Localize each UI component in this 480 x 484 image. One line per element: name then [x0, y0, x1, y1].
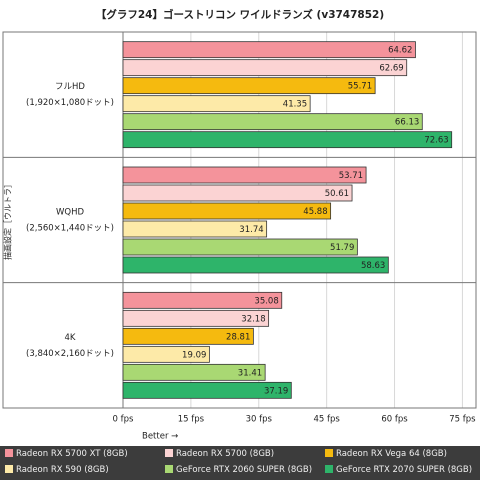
x-tick-label: 75 fps	[449, 415, 476, 425]
bar	[122, 238, 358, 256]
bar	[122, 41, 416, 59]
value-label: 53.71	[339, 171, 363, 181]
value-label: 72.63	[424, 136, 448, 146]
legend-background	[0, 446, 480, 480]
category-label: 4K	[65, 333, 76, 343]
bar	[122, 363, 266, 381]
value-label: 35.08	[254, 296, 278, 306]
value-label: 41.35	[283, 100, 307, 110]
category-label: WQHD	[56, 208, 84, 218]
legend-swatch	[5, 465, 13, 473]
legend-label: GeForce RTX 2060 SUPER (8GB)	[176, 465, 312, 475]
legend-swatch	[325, 449, 333, 457]
value-label: 50.61	[325, 189, 349, 199]
bar	[122, 256, 389, 274]
x-tick-label: 0 fps	[113, 415, 134, 425]
bar	[122, 327, 254, 345]
value-label: 45.88	[303, 207, 327, 217]
bar	[122, 345, 210, 363]
category-note: (3,840×2,160ドット)	[26, 349, 114, 359]
value-label: 55.71	[348, 82, 372, 92]
y-axis-label: 描画設定［ウルトラ］	[3, 180, 13, 260]
value-label: 28.81	[226, 332, 250, 342]
bar	[122, 131, 453, 149]
value-label: 64.62	[388, 46, 412, 56]
legend-swatch	[325, 465, 333, 473]
x-axis-label: Better →	[142, 432, 178, 442]
legend-label: GeForce RTX 2070 SUPER (8GB)	[336, 465, 472, 475]
legend-label: Radeon RX Vega 64 (8GB)	[336, 449, 447, 459]
plot-frame	[2, 31, 477, 409]
bar	[122, 381, 292, 399]
legend-label: Radeon RX 5700 (8GB)	[176, 449, 274, 459]
value-label: 62.69	[379, 64, 403, 74]
legend-label: Radeon RX 590 (8GB)	[16, 465, 109, 475]
value-label: 37.19	[264, 386, 288, 396]
x-tick-label: 45 fps	[313, 415, 340, 425]
bar	[122, 184, 353, 202]
bar	[122, 77, 376, 95]
value-label: 51.79	[330, 243, 354, 253]
value-label: 31.41	[238, 368, 262, 378]
chart-title: 【グラフ24】ゴーストリコン ワイルドランズ (v3747852)	[96, 8, 384, 21]
legend-swatch	[165, 449, 173, 457]
bar	[122, 166, 367, 184]
x-tick-label: 30 fps	[246, 415, 273, 425]
value-label: 31.74	[239, 225, 263, 235]
value-label: 32.18	[241, 314, 265, 324]
value-label: 19.09	[182, 350, 206, 360]
bar	[122, 59, 408, 77]
legend-swatch	[165, 465, 173, 473]
bar	[122, 291, 283, 309]
legend-swatch	[5, 449, 13, 457]
bar	[122, 202, 332, 220]
value-label: 66.13	[395, 118, 419, 128]
value-label: 58.63	[361, 261, 385, 271]
x-tick-label: 15 fps	[178, 415, 205, 425]
category-label: フルHD	[55, 82, 85, 92]
legend-label: Radeon RX 5700 XT (8GB)	[16, 449, 128, 459]
bar	[122, 95, 311, 113]
x-tick-label: 60 fps	[381, 415, 408, 425]
category-note: (2,560×1,440ドット)	[26, 224, 114, 234]
bar	[122, 113, 423, 131]
category-note: (1,920×1,080ドット)	[26, 98, 114, 108]
bar	[122, 220, 268, 238]
bar	[122, 309, 270, 327]
